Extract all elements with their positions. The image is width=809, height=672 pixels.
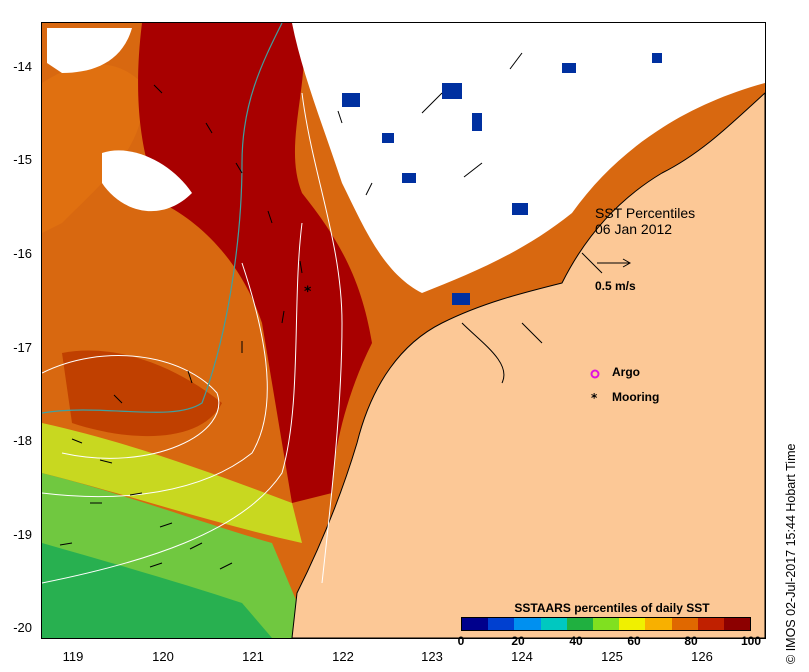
vector-scale-arrow bbox=[597, 258, 632, 268]
sst-warm-core-2 bbox=[62, 350, 222, 437]
colorbar-swatch bbox=[566, 618, 593, 630]
x-tick-label: 124 bbox=[511, 649, 533, 664]
sst-warm-lobe-west bbox=[42, 64, 144, 233]
colorbar-swatch bbox=[671, 618, 698, 630]
sst-warm-core bbox=[138, 23, 372, 503]
y-tick-label: -14 bbox=[13, 59, 32, 74]
colorbar-label: 80 bbox=[684, 634, 698, 648]
map-title: SST Percentiles bbox=[595, 205, 696, 221]
cloud-mask-west bbox=[102, 150, 192, 212]
x-tick-label: 119 bbox=[62, 649, 84, 664]
colorbar-swatch bbox=[723, 618, 751, 630]
colorbar-label: 40 bbox=[569, 634, 583, 648]
y-tick-label: -19 bbox=[13, 527, 32, 542]
y-tick-label: -20 bbox=[13, 620, 32, 635]
credit-label: IMOS 02-Jul-2017 15:44 Hobart Time bbox=[784, 443, 798, 652]
legend-mooring-label: Mooring bbox=[612, 390, 660, 404]
colorbar-swatch bbox=[514, 618, 541, 630]
x-tick-label: 120 bbox=[152, 649, 174, 664]
map-canvas: * * bbox=[42, 23, 765, 638]
x-tick-label: 121 bbox=[242, 649, 264, 664]
cloud-mask bbox=[292, 23, 765, 293]
y-tick-label: -17 bbox=[13, 340, 32, 355]
x-tick-label: 126 bbox=[691, 649, 713, 664]
y-tick-label: -15 bbox=[13, 152, 32, 167]
x-tick-label: 122 bbox=[332, 649, 354, 664]
colorbar-label: 0 bbox=[457, 634, 465, 648]
y-tick-label: -16 bbox=[13, 246, 32, 261]
x-tick-label: 125 bbox=[601, 649, 623, 664]
ssh-contour-teal bbox=[42, 23, 283, 414]
x-tick-label: 123 bbox=[421, 649, 443, 664]
mooring-marker[interactable]: * bbox=[304, 284, 312, 300]
colorbar-label: 20 bbox=[511, 634, 525, 648]
colorbar-swatch bbox=[697, 618, 724, 630]
colorbar-swatch bbox=[540, 618, 567, 630]
colorbar-swatch bbox=[619, 618, 646, 630]
current-vectors bbox=[59, 52, 523, 570]
sst-cool-band-2 bbox=[42, 543, 272, 638]
y-tick-label: -18 bbox=[13, 433, 32, 448]
copyright-icon: © bbox=[784, 654, 798, 664]
ssh-contours bbox=[42, 92, 343, 584]
coastline-islands bbox=[461, 252, 603, 384]
credit-text: © IMOS 02-Jul-2017 15:44 Hobart Time bbox=[784, 444, 798, 664]
colorbar-label: 100 bbox=[740, 634, 762, 648]
colorbar-swatch bbox=[488, 618, 515, 630]
legend-argo-label: Argo bbox=[612, 365, 640, 379]
colorbar-swatch bbox=[592, 618, 620, 630]
mooring-legend-icon: * bbox=[591, 391, 598, 405]
colorbar bbox=[461, 617, 751, 631]
argo-legend-icon bbox=[590, 369, 600, 379]
map-date: 06 Jan 2012 bbox=[595, 221, 673, 237]
colorbar-swatch bbox=[645, 618, 672, 630]
colorbar-title: SSTAARS percentiles of daily SST bbox=[514, 601, 710, 615]
sst-map[interactable]: * * bbox=[41, 22, 766, 639]
colorbar-swatch bbox=[462, 618, 489, 630]
land bbox=[291, 92, 765, 638]
sst-mid-band bbox=[42, 423, 302, 543]
colorbar-label: 60 bbox=[627, 634, 641, 648]
vector-scale-label: 0.5 m/s bbox=[595, 279, 636, 293]
cloud-mask-nw bbox=[47, 28, 132, 73]
